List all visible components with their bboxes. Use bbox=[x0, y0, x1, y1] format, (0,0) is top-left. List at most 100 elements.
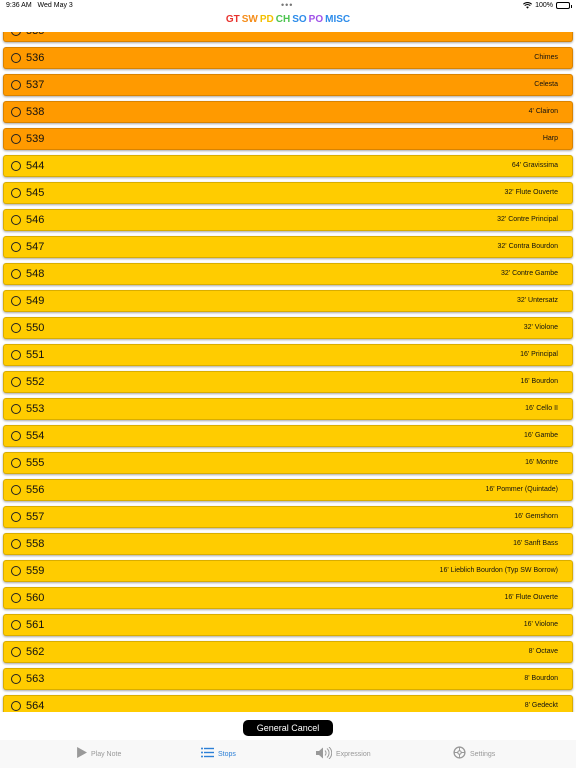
stop-name: Celesta bbox=[534, 81, 558, 88]
radio-icon[interactable] bbox=[11, 80, 21, 90]
radio-icon[interactable] bbox=[11, 620, 21, 630]
stop-number: 559 bbox=[26, 565, 45, 577]
status-bar: 9:36 AM Wed May 3 ••• 100% bbox=[0, 0, 576, 12]
radio-icon[interactable] bbox=[11, 296, 21, 306]
radio-icon[interactable] bbox=[11, 512, 21, 522]
tab-label: Expression bbox=[336, 750, 371, 758]
radio-icon[interactable] bbox=[11, 269, 21, 279]
stop-row[interactable]: 535 bbox=[3, 32, 573, 42]
tab-settings[interactable]: Settings bbox=[453, 746, 495, 762]
radio-icon[interactable] bbox=[11, 377, 21, 387]
stop-number: 551 bbox=[26, 349, 45, 361]
stop-row[interactable]: 552 16' Bourdon bbox=[3, 371, 573, 393]
stop-row[interactable]: 559 16' Lieblich Bourdon (Typ SW Borrow) bbox=[3, 560, 573, 582]
stop-number: 538 bbox=[26, 106, 45, 118]
radio-icon[interactable] bbox=[11, 539, 21, 549]
radio-icon[interactable] bbox=[11, 53, 21, 63]
stop-row[interactable]: 546 32' Contre Principal bbox=[3, 209, 573, 231]
stop-row[interactable]: 561 16' Violone bbox=[3, 614, 573, 636]
stop-number: 563 bbox=[26, 673, 45, 685]
stop-row[interactable]: 564 8' Gedeckt bbox=[3, 695, 573, 712]
stop-row[interactable]: 550 32' Violone bbox=[3, 317, 573, 339]
tab-play-note[interactable]: Play Note bbox=[76, 746, 121, 762]
radio-icon[interactable] bbox=[11, 674, 21, 684]
stop-row[interactable]: 558 16' Sanft Bass bbox=[3, 533, 573, 555]
stop-row[interactable]: 553 16' Cello II bbox=[3, 398, 573, 420]
stop-number: 553 bbox=[26, 403, 45, 415]
gear-icon bbox=[453, 746, 466, 762]
division-tabs: GT SW PD CH SO PO MISC bbox=[0, 14, 576, 28]
stop-name: 16' Violone bbox=[523, 621, 558, 628]
stop-row[interactable]: 556 16' Pommer (Quintade) bbox=[3, 479, 573, 501]
radio-icon[interactable] bbox=[11, 188, 21, 198]
stop-number: 562 bbox=[26, 646, 45, 658]
division-tab-misc[interactable]: MISC bbox=[325, 14, 351, 25]
stop-name: 32' Contra Bourdon bbox=[497, 243, 559, 250]
division-tab-gt[interactable]: GT bbox=[225, 14, 240, 25]
division-tab-pd[interactable]: PD bbox=[259, 14, 274, 25]
division-tab-sw[interactable]: SW bbox=[241, 14, 258, 25]
division-tab-po[interactable]: PO bbox=[308, 14, 324, 25]
stop-row[interactable]: 551 16' Principal bbox=[3, 344, 573, 366]
stop-name: 16' Bourdon bbox=[520, 378, 558, 385]
stop-name: 32' Contre Gambe bbox=[501, 270, 558, 277]
radio-icon[interactable] bbox=[11, 431, 21, 441]
division-tab-ch[interactable]: CH bbox=[275, 14, 291, 25]
stop-number: 539 bbox=[26, 133, 45, 145]
stop-row[interactable]: 545 32' Flute Ouverte bbox=[3, 182, 573, 204]
stop-number: 536 bbox=[26, 52, 45, 64]
stop-number: 548 bbox=[26, 268, 45, 280]
stop-name: 16' Cello II bbox=[525, 405, 558, 412]
stop-row[interactable]: 537 Celesta bbox=[3, 74, 573, 96]
stop-row[interactable]: 536 Chimes bbox=[3, 47, 573, 69]
battery-percent: 100% bbox=[535, 2, 553, 9]
tab-stops[interactable]: Stops bbox=[201, 746, 236, 762]
stop-name: 8' Octave bbox=[528, 648, 558, 655]
speaker-icon bbox=[316, 746, 333, 762]
stop-name: 32' Contre Principal bbox=[497, 216, 558, 223]
radio-icon[interactable] bbox=[11, 458, 21, 468]
stop-row[interactable]: 544 64' Gravissima bbox=[3, 155, 573, 177]
radio-icon[interactable] bbox=[11, 134, 21, 144]
stop-name: 8' Bourdon bbox=[524, 675, 558, 682]
stop-number: 544 bbox=[26, 160, 45, 172]
stop-row[interactable]: 563 8' Bourdon bbox=[3, 668, 573, 690]
general-cancel-button[interactable]: General Cancel bbox=[243, 720, 333, 736]
stop-row[interactable]: 554 16' Gambe bbox=[3, 425, 573, 447]
stop-number: 558 bbox=[26, 538, 45, 550]
radio-icon[interactable] bbox=[11, 107, 21, 117]
radio-icon[interactable] bbox=[11, 701, 21, 711]
stop-row[interactable]: 555 16' Montre bbox=[3, 452, 573, 474]
radio-icon[interactable] bbox=[11, 647, 21, 657]
stop-row[interactable]: 562 8' Octave bbox=[3, 641, 573, 663]
radio-icon[interactable] bbox=[11, 32, 21, 36]
tab-expression[interactable]: Expression bbox=[316, 746, 371, 762]
stop-row[interactable]: 538 4' Clairon bbox=[3, 101, 573, 123]
stop-name: Chimes bbox=[534, 54, 558, 61]
stop-name: 16' Gambe bbox=[523, 432, 558, 439]
stop-row[interactable]: 539 Harp bbox=[3, 128, 573, 150]
stop-name: 16' Pommer (Quintade) bbox=[485, 486, 558, 493]
status-time: 9:36 AM Wed May 3 bbox=[6, 2, 73, 9]
stop-list[interactable]: 535 536 Chimes 537 Celesta 538 4' Clairon 539 Ha… bbox=[0, 32, 576, 712]
stop-row[interactable]: 547 32' Contra Bourdon bbox=[3, 236, 573, 258]
stop-name: 16' Sanft Bass bbox=[513, 540, 558, 547]
stop-row[interactable]: 557 16' Gemshorn bbox=[3, 506, 573, 528]
radio-icon[interactable] bbox=[11, 215, 21, 225]
stop-number: 564 bbox=[26, 700, 45, 712]
radio-icon[interactable] bbox=[11, 593, 21, 603]
radio-icon[interactable] bbox=[11, 323, 21, 333]
radio-icon[interactable] bbox=[11, 566, 21, 576]
stop-row[interactable]: 548 32' Contre Gambe bbox=[3, 263, 573, 285]
stop-row[interactable]: 549 32' Untersatz bbox=[3, 290, 573, 312]
division-tab-so[interactable]: SO bbox=[292, 14, 307, 25]
radio-icon[interactable] bbox=[11, 485, 21, 495]
wifi-icon bbox=[523, 2, 533, 9]
radio-icon[interactable] bbox=[11, 404, 21, 414]
multitasking-dots[interactable]: ••• bbox=[281, 0, 294, 10]
radio-icon[interactable] bbox=[11, 350, 21, 360]
radio-icon[interactable] bbox=[11, 242, 21, 252]
radio-icon[interactable] bbox=[11, 161, 21, 171]
stop-row[interactable]: 560 16' Flute Ouverte bbox=[3, 587, 573, 609]
stop-name: 8' Gedeckt bbox=[524, 702, 558, 709]
